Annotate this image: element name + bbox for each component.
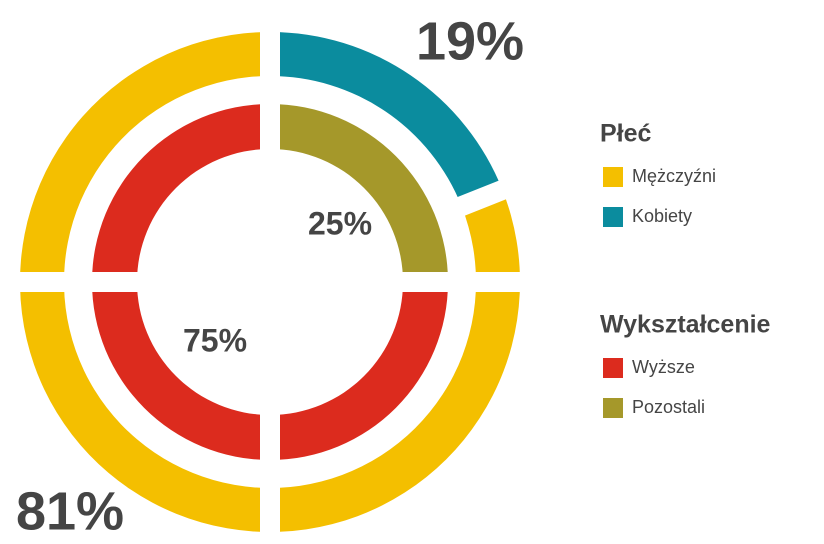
legend-label: Wyższe <box>632 357 695 377</box>
legend-swatch <box>603 358 623 378</box>
value-label: 19% <box>416 11 524 71</box>
legend-swatch <box>603 167 623 187</box>
legend-label: Mężczyźni <box>632 166 716 186</box>
legend-title: Wykształcenie <box>600 311 771 339</box>
legend-swatch <box>603 207 623 227</box>
legend-swatch <box>603 398 623 418</box>
segment-gap <box>455 179 508 217</box>
value-label: 75% <box>183 322 247 358</box>
value-label: 81% <box>16 481 124 541</box>
legend-label: Kobiety <box>632 206 692 226</box>
legend-label: Pozostali <box>632 397 705 417</box>
donut-segment <box>270 32 503 207</box>
value-label: 25% <box>308 205 372 241</box>
donut-segment <box>270 104 448 282</box>
legend-title: Płeć <box>600 120 652 148</box>
